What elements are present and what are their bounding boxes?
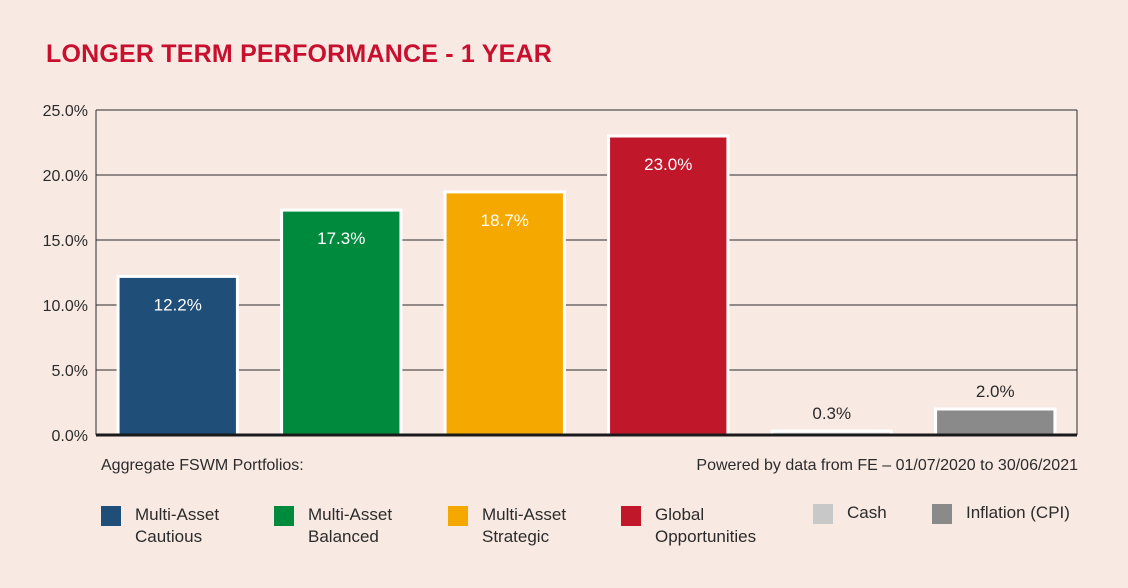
legend-label-line1: Multi-Asset	[135, 505, 220, 524]
legend-label-line2: Strategic	[482, 527, 550, 546]
chart-title: LONGER TERM PERFORMANCE - 1 YEAR	[46, 40, 552, 68]
legend-swatch	[448, 506, 468, 526]
data-label: 17.3%	[317, 229, 365, 248]
y-tick-label: 5.0%	[52, 363, 88, 380]
bar	[934, 407, 1057, 437]
bar-chart: 0.0% 5.0% 10.0% 15.0% 20.0% 25.0% 12.2% 17.3% 18…	[43, 103, 1078, 445]
y-tick-label: 15.0%	[43, 233, 88, 250]
legend-label: Global Opportunities	[655, 504, 795, 548]
legend-label-line2: Opportunities	[655, 527, 757, 546]
legend-swatch	[101, 506, 121, 526]
data-label: 23.0%	[644, 155, 692, 174]
legend-label-line2: Balanced	[308, 527, 379, 546]
legend-label-line1: Multi-Asset	[308, 505, 393, 524]
y-tick-label: 0.0%	[52, 428, 88, 445]
legend-swatch	[932, 504, 952, 524]
legend-item-balanced: Multi-Asset Balanced	[274, 504, 448, 548]
bar	[607, 134, 730, 437]
legend-label-line2: Cautious	[135, 527, 203, 546]
legend-label-line1: Global	[655, 505, 705, 524]
portfolios-note: Aggregate FSWM Portfolios:	[101, 457, 304, 474]
legend-label-line1: Inflation (CPI)	[966, 503, 1070, 522]
legend-item-cautious: Multi-Asset Cautious	[101, 504, 275, 548]
legend-label-line1: Cash	[847, 503, 887, 522]
legend-item-strategic: Multi-Asset Strategic	[448, 504, 622, 548]
bar	[280, 208, 403, 437]
bar	[116, 274, 239, 437]
legend-item-cash: Cash	[813, 502, 987, 524]
legend-label: Multi-Asset Cautious	[135, 504, 275, 548]
legend-item-global: Global Opportunities	[621, 504, 795, 548]
y-tick-label: 25.0%	[43, 103, 88, 120]
y-tick-label: 20.0%	[43, 168, 88, 185]
data-source-note: Powered by data from FE – 01/07/2020 to …	[696, 457, 1078, 474]
y-tick-label: 10.0%	[43, 298, 88, 315]
legend-label: Cash	[847, 502, 987, 524]
legend-label: Multi-Asset Strategic	[482, 504, 622, 548]
legend-swatch	[274, 506, 294, 526]
legend-swatch	[813, 504, 833, 524]
data-label: 18.7%	[481, 211, 529, 230]
legend-swatch	[621, 506, 641, 526]
data-label: 12.2%	[154, 295, 202, 314]
legend-label: Multi-Asset Balanced	[308, 504, 448, 548]
data-label: 0.3%	[812, 404, 851, 423]
data-label: 2.0%	[976, 382, 1015, 401]
legend-item-inflation: Inflation (CPI)	[932, 502, 1106, 524]
legend-label: Inflation (CPI)	[966, 502, 1106, 524]
legend-label-line1: Multi-Asset	[482, 505, 567, 524]
